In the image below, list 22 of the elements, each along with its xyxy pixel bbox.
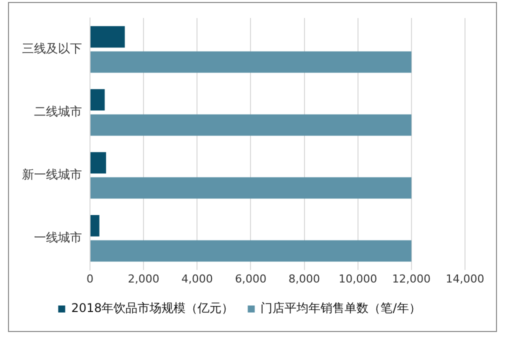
x-tick-label: 6,000 (234, 272, 266, 286)
x-tick-label: 8,000 (288, 272, 320, 286)
y-tick-label: 新一线城市 (22, 168, 82, 182)
y-tick-label: 一线城市 (34, 230, 82, 244)
bar (90, 51, 412, 73)
x-tick-label: 4,000 (181, 272, 213, 286)
bar (90, 152, 106, 174)
x-tick-label: 14,000 (446, 272, 484, 286)
y-tick-label: 三线及以下 (22, 42, 82, 56)
bar (90, 177, 412, 199)
bar (90, 240, 412, 262)
legend-label: 门店平均年销售单数（笔/年） (260, 301, 421, 316)
bar (90, 114, 412, 136)
bar (90, 89, 105, 111)
bar (90, 215, 100, 236)
x-tick-label: 10,000 (338, 272, 378, 286)
x-tick-label: 12,000 (392, 272, 431, 286)
y-tick-label: 二线城市 (34, 104, 82, 119)
x-tick-label: 2,000 (128, 272, 160, 286)
x-tick-label: 0 (86, 272, 94, 286)
legend-label: 2018年饮品市场规模（亿元） (71, 301, 234, 316)
bar (90, 26, 125, 48)
